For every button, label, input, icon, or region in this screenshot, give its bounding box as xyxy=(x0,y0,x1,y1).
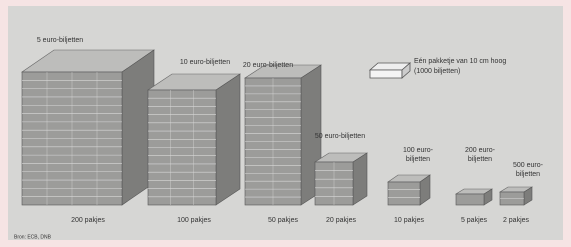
stack-label: 10 euro-biljetten xyxy=(180,59,230,66)
stack-count: 20 pakjes xyxy=(326,217,356,224)
stack-count: 10 pakjes xyxy=(394,217,424,224)
stack-label: 50 euro-biljetten xyxy=(315,133,365,140)
stack-label: biljetten xyxy=(468,156,492,163)
page: Eén pakketje van 10 cm hoog (1000 biljet… xyxy=(0,0,571,247)
stack-count: 200 pakjes xyxy=(71,217,105,224)
legend-text: (1000 biljetten) xyxy=(414,68,460,75)
stack-label: 200 euro- xyxy=(465,147,496,154)
stack-front xyxy=(388,182,420,205)
source: Bron: ECB, DNB xyxy=(14,234,52,240)
legend-box xyxy=(370,63,410,78)
stack-count: 100 pakjes xyxy=(177,217,211,224)
legend-text: Eén pakketje van 10 cm hoog xyxy=(414,58,506,65)
stack-label: 500 euro- xyxy=(513,162,544,169)
stack-label: biljetten xyxy=(516,171,540,178)
stack-count: 2 pakjes xyxy=(503,217,530,224)
stack-side xyxy=(216,74,240,205)
stack-count: 5 pakjes xyxy=(461,217,488,224)
stack-front xyxy=(456,194,484,205)
stack-count: 50 pakjes xyxy=(268,217,298,224)
stack-side xyxy=(353,153,367,205)
stack-label: 20 euro-biljetten xyxy=(243,62,293,69)
stack-label: biljetten xyxy=(406,156,430,163)
diagram: Eén pakketje van 10 cm hoog (1000 biljet… xyxy=(0,0,571,247)
stack-label: 100 euro- xyxy=(403,147,434,154)
stack-label: 5 euro-biljetten xyxy=(37,37,83,44)
